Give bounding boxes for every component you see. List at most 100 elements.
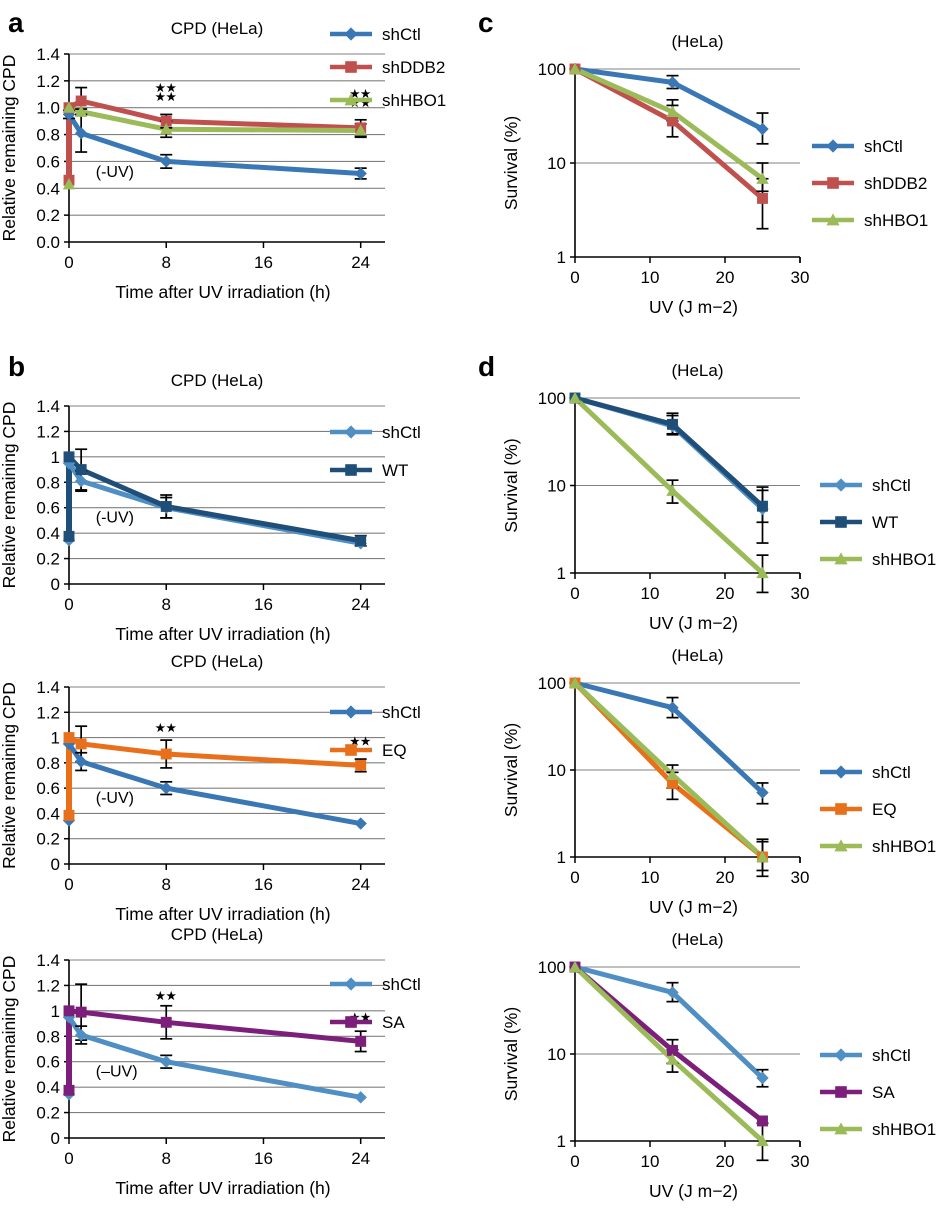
x-axis-title-b2: Time after UV irradiation (h) [115, 904, 330, 924]
y-tick-label: 0.4 [36, 1078, 60, 1097]
legend-item-shCtl[interactable]: shCtl [812, 137, 903, 156]
data-marker-diamond [354, 1091, 367, 1104]
legend-item-EQ[interactable]: EQ [330, 741, 407, 760]
legend-item-shHBO1[interactable]: shHBO1 [812, 211, 928, 230]
chart-a1: CPD (HeLa) 0.0 0.2 0.4 0.6 0.8 1.0 1.2 1.4 0 8 16 24… [0, 19, 446, 302]
legend-item-WT[interactable]: WT [330, 461, 408, 480]
x-tick-label: 24 [351, 595, 370, 614]
data-marker-triangle [666, 768, 679, 780]
y-tick-label: 0 [51, 575, 60, 594]
y-tick-label: 1.0 [36, 99, 60, 118]
legend-item-SA[interactable]: SA [330, 1013, 405, 1032]
data-marker-square [667, 778, 678, 789]
legend-item-shCtl[interactable]: shCtl [330, 975, 421, 994]
data-marker-square [63, 809, 75, 821]
data-marker-diamond [756, 786, 769, 799]
y-tick-label: 0.4 [36, 524, 60, 543]
chart-title-c1: (HeLa) [672, 32, 724, 51]
y-tick-label: 1 [557, 248, 566, 267]
legend-label-SA: SA [872, 1083, 895, 1102]
x-tick-label: 8 [161, 875, 170, 894]
legend-item-shCtl[interactable]: shCtl [820, 763, 911, 782]
legend-label-shCtl: shCtl [864, 137, 903, 156]
data-marker-square [667, 418, 678, 430]
legend-label-shHBO1: shHBO1 [382, 91, 446, 110]
x-tick-label: 20 [716, 868, 735, 887]
x-tick-label: 0 [64, 595, 73, 614]
x-axis-title-d2: UV (J m−2) [649, 897, 738, 917]
data-marker-diamond [160, 1055, 173, 1068]
y-tick-label: 1.2 [36, 976, 60, 995]
y-tick-label: 0.8 [36, 126, 60, 145]
legend-item-shHBO1[interactable]: shHBO1 [820, 837, 936, 856]
data-marker-triangle [568, 676, 582, 689]
chart-title-a1: CPD (HeLa) [171, 19, 264, 38]
data-marker-triangle [834, 1122, 848, 1135]
data-marker-square [160, 115, 172, 127]
y-tick-label: 1 [557, 564, 566, 583]
data-marker-square [75, 464, 87, 476]
y-tick-label: 0.2 [36, 1104, 60, 1123]
legend-item-shCtl[interactable]: shCtl [330, 703, 421, 722]
data-marker-triangle [344, 93, 358, 106]
legend-label-SA: SA [382, 1013, 405, 1032]
x-axis-title-d1: UV (J m−2) [649, 613, 738, 633]
legend-item-shHBO1[interactable]: shHBO1 [820, 1120, 936, 1139]
chart-title-d1: (HeLa) [672, 361, 724, 380]
x-tick-label: 0 [570, 1152, 579, 1171]
legend-item-EQ[interactable]: EQ [820, 800, 897, 819]
data-marker-triangle [834, 839, 848, 852]
chart-title-d3: (HeLa) [672, 930, 724, 949]
legend-item-shHBO1[interactable]: shHBO1 [820, 550, 936, 569]
legend-item-shCtl[interactable]: shCtl [330, 423, 421, 442]
data-marker-diamond [62, 737, 76, 751]
chart-b3: CPD (HeLa) 0 0.2 0.4 0.6 0.8 1 1.2 1.4 0 8 16 24 Time… [0, 925, 421, 1198]
legend-item-shCtl[interactable]: shCtl [820, 1046, 911, 1065]
legend-label-shCtl: shCtl [382, 25, 421, 44]
x-tick-label: 8 [161, 1149, 170, 1168]
data-marker-triangle [568, 391, 582, 404]
data-marker-square [63, 732, 75, 744]
x-tick-label: 24 [351, 875, 370, 894]
data-marker-square [667, 115, 678, 127]
data-marker-square [835, 1086, 847, 1098]
y-tick-label: 1.4 [36, 951, 60, 970]
data-marker-diamond [666, 986, 679, 999]
x-axis-title-d3: UV (J m−2) [649, 1181, 738, 1201]
x-tick-label: 10 [641, 268, 660, 287]
legend-item-shDDB2[interactable]: shDDB2 [812, 174, 927, 193]
data-marker-triangle [62, 178, 76, 190]
data-marker-square [63, 451, 75, 463]
y-axis-title-a1: Relative remaining CPD [0, 55, 19, 242]
legend-item-SA[interactable]: SA [820, 1083, 895, 1102]
data-marker-square [160, 1016, 172, 1028]
chart-title-b3: CPD (HeLa) [171, 925, 264, 944]
legend-item-shDDB2[interactable]: shDDB2 [330, 58, 445, 77]
data-marker-triangle [834, 552, 848, 565]
x-tick-label: 20 [716, 584, 735, 603]
legend-item-WT[interactable]: WT [820, 513, 898, 532]
legend-label-shHBO1: shHBO1 [864, 211, 928, 230]
data-marker-square [75, 738, 87, 750]
y-axis-title-d2: Survival (%) [501, 723, 521, 817]
legend-item-shCtl[interactable]: shCtl [820, 476, 911, 495]
y-tick-label: 1 [51, 1002, 60, 1021]
x-tick-label: 0 [64, 1149, 73, 1168]
data-marker-diamond [354, 167, 367, 180]
data-marker-diamond [74, 127, 88, 140]
y-tick-label: 0.2 [36, 206, 60, 225]
significance-mark: ★★ [155, 83, 177, 95]
y-axis-title-c1: Survival (%) [501, 116, 521, 210]
data-marker-triangle [568, 960, 582, 973]
x-tick-label: 30 [791, 1152, 810, 1171]
legend-item-shCtl[interactable]: shCtl [330, 25, 421, 44]
legend-item-shHBO1[interactable]: shHBO1 [330, 91, 446, 110]
y-tick-label: 0 [51, 855, 60, 874]
y-tick-label: 100 [538, 674, 566, 693]
y-tick-label: 0.6 [36, 152, 60, 171]
x-axis-title-b1: Time after UV irradiation (h) [115, 624, 330, 644]
y-tick-label: 1 [557, 1132, 566, 1151]
x-axis-title-c1: UV (J m−2) [649, 297, 738, 317]
data-marker-square [75, 95, 87, 107]
